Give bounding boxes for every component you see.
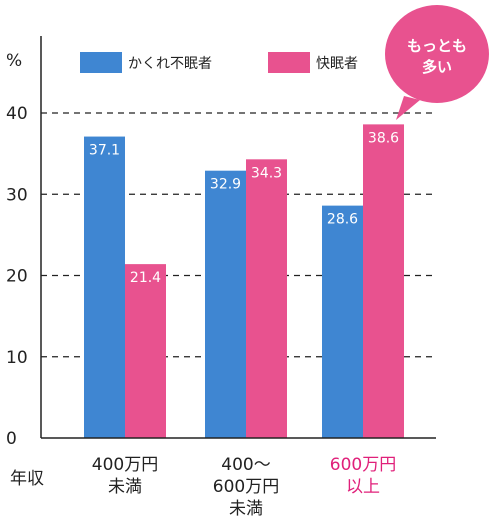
x-axis-title: 年収: [10, 469, 44, 489]
legend-label: かくれ不眠者: [128, 56, 212, 72]
x-category-label: 以上: [346, 477, 380, 497]
bar: [205, 170, 246, 438]
bar: [246, 159, 287, 438]
x-category-label: 400万円: [92, 455, 158, 475]
callout-pointer: [396, 96, 420, 120]
x-category-label: 未満: [108, 477, 142, 497]
y-tick-label: 0: [6, 429, 17, 449]
bar-value-labels: 37.1 21.4 32.9 34.3 28.6 38.6: [89, 130, 399, 286]
legend: かくれ不眠者 快眠者: [80, 52, 358, 73]
bars: [84, 124, 404, 438]
bar: [84, 136, 125, 438]
callout-text: 多い: [422, 58, 452, 76]
y-tick-label: 10: [6, 348, 28, 368]
x-category-label: 未満: [229, 499, 263, 519]
bar: [125, 264, 166, 438]
bar: [322, 205, 363, 438]
legend-swatch: [80, 52, 122, 73]
x-category-label: 600万円: [213, 477, 279, 497]
bar: [363, 124, 404, 438]
y-axis-unit-label: %: [6, 51, 22, 71]
x-category-label: 400〜: [221, 455, 270, 475]
x-category-label: 600万円: [330, 455, 396, 475]
bar-value-label: 21.4: [130, 270, 161, 286]
y-axis-ticks: 0 10 20 30 40: [6, 104, 28, 449]
y-tick-label: 20: [6, 267, 28, 287]
bar-value-label: 37.1: [89, 143, 120, 159]
bar-value-label: 38.6: [368, 130, 399, 146]
callout-text: もっとも: [407, 37, 467, 55]
legend-swatch: [268, 52, 310, 73]
y-tick-label: 40: [6, 104, 28, 124]
bar-value-label: 32.9: [210, 177, 241, 193]
bar-value-label: 34.3: [251, 165, 282, 181]
callout-circle: [385, 5, 489, 103]
bar-value-label: 28.6: [327, 212, 358, 228]
y-tick-label: 30: [6, 185, 28, 205]
legend-label: 快眠者: [316, 56, 358, 72]
